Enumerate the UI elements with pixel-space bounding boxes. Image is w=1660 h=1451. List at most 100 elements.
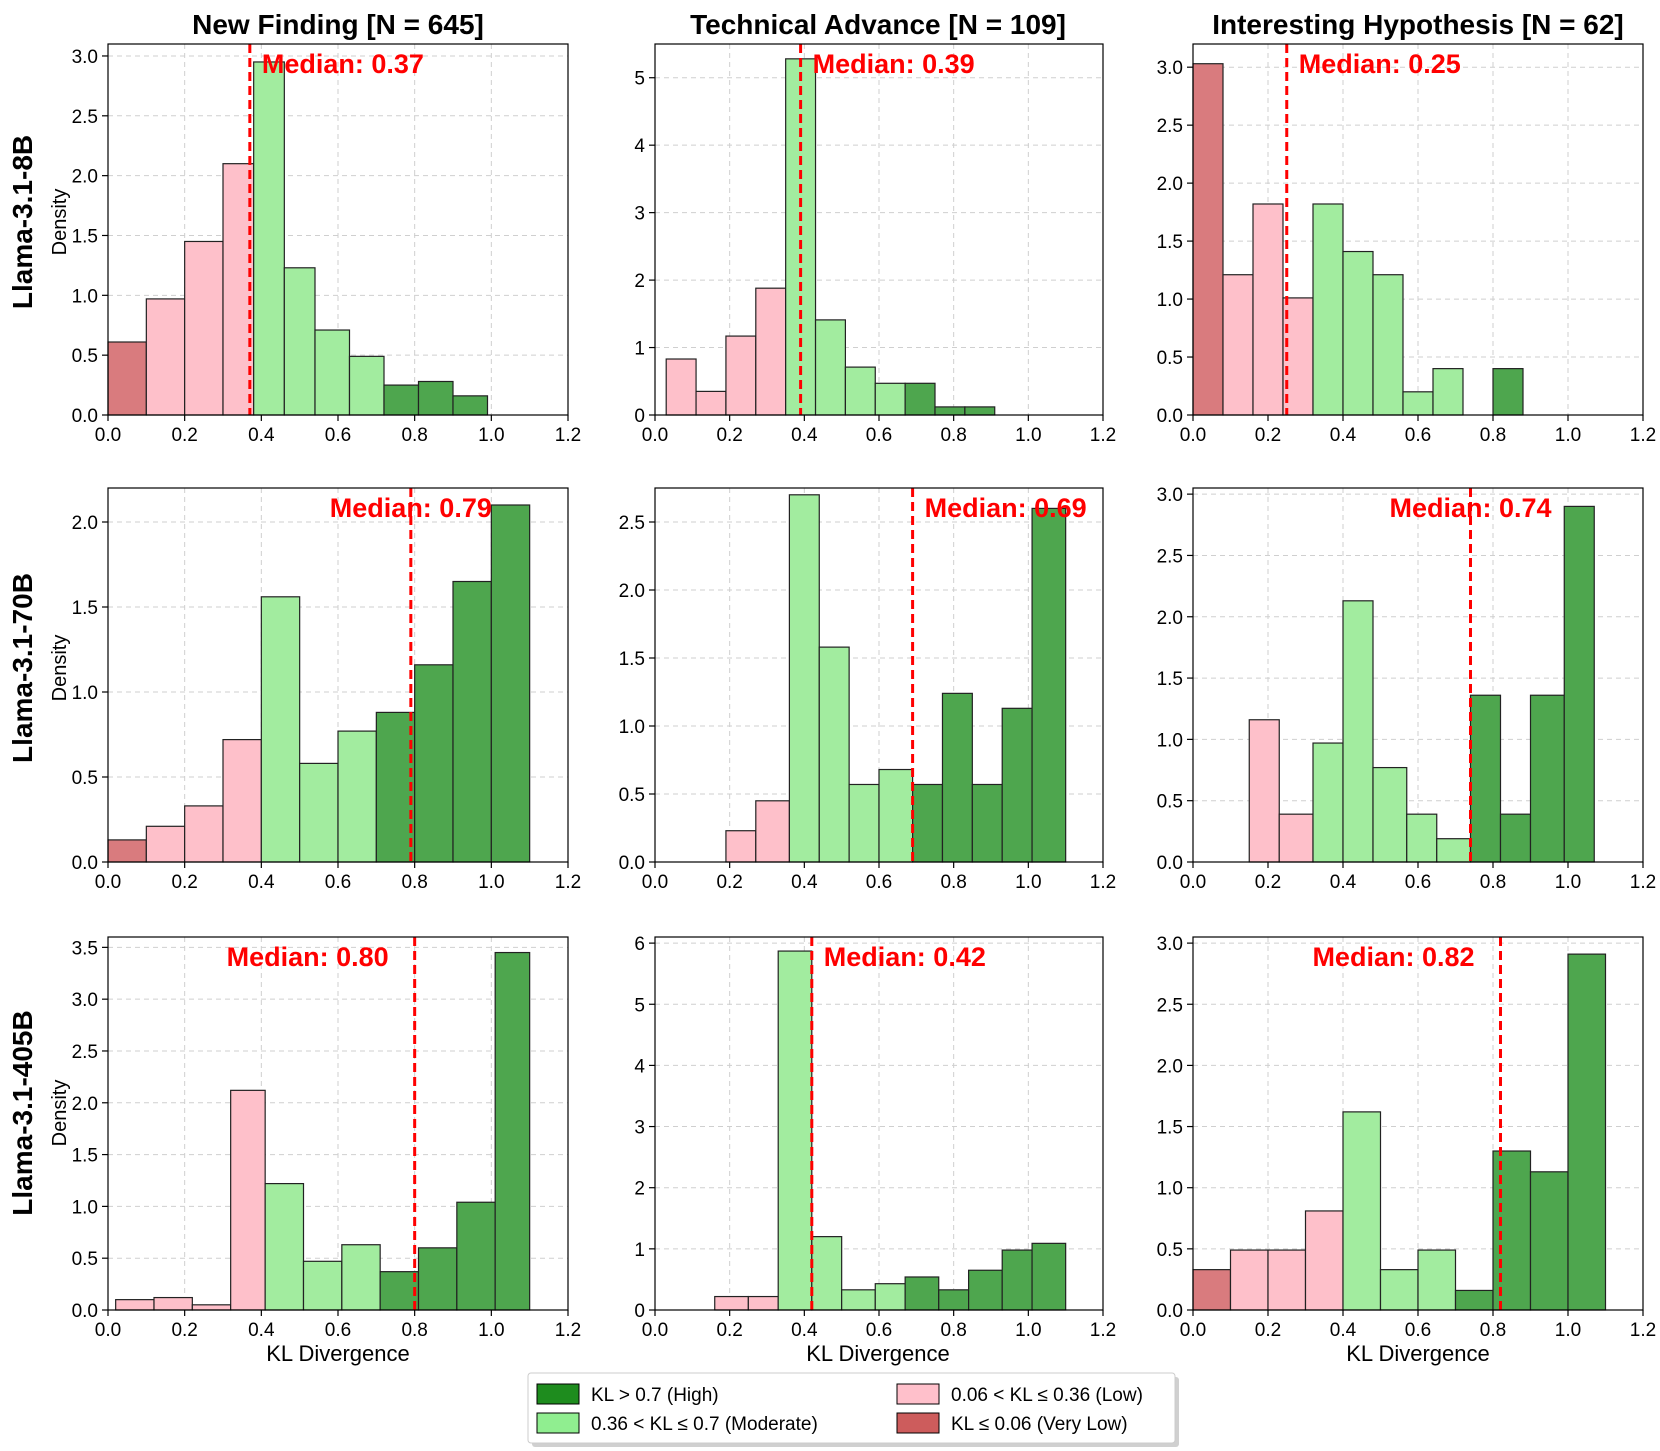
x-tick-label: 0.6	[866, 872, 892, 893]
y-tick-label: 3.0	[72, 990, 98, 1011]
histogram-bar-high	[379, 1271, 420, 1311]
histogram-bar-low	[695, 390, 727, 416]
y-axis-label-row3: Density	[49, 1080, 71, 1147]
histogram-bar-low	[725, 335, 757, 416]
histogram-bar-moderate	[341, 1244, 381, 1311]
histogram-bar-high	[490, 504, 531, 863]
x-axis-label-col3: KL Divergence	[1346, 1341, 1489, 1366]
histogram-bar-very-low	[107, 839, 147, 863]
histogram-bar-moderate	[848, 783, 880, 863]
x-tick-label: 1.2	[555, 425, 581, 446]
histogram-llama-70b-new-finding: Median: 0.79 0.0 0.2 0.4 0.6 0.8 1.0 1.2 0.0 0.5 1…	[72, 487, 581, 893]
x-tick-label: 0.4	[791, 872, 818, 893]
legend-label-low: 0.06 < KL ≤ 0.36 (Low)	[951, 1385, 1143, 1406]
x-tick-label: 0.6	[866, 1320, 892, 1341]
y-tick-label: 6	[634, 934, 645, 955]
histogram-bar-low	[1304, 1210, 1344, 1311]
x-tick-label: 0.2	[716, 872, 742, 893]
histogram-bar-low	[747, 1295, 779, 1311]
histogram-bar-moderate	[1342, 600, 1374, 863]
y-tick-label: 0.5	[1157, 792, 1183, 813]
x-tick-label: 0.0	[1180, 1320, 1206, 1341]
column-title-technical-advance: Technical Advance [N = 109]	[690, 9, 1066, 40]
histogram-bar-moderate	[283, 267, 316, 416]
legend-swatch-high	[536, 1383, 580, 1405]
histogram-bar-high	[375, 711, 416, 863]
y-tick-label: 0.0	[619, 853, 645, 874]
y-tick-label: 2.0	[1157, 1056, 1183, 1077]
y-tick-label: 0.5	[72, 1249, 98, 1270]
x-tick-label: 0.2	[171, 1320, 197, 1341]
x-tick-label: 0.0	[95, 872, 121, 893]
histogram-bar-high	[1529, 1171, 1569, 1311]
y-tick-label: 0.5	[619, 785, 645, 806]
histogram-bar-low	[1252, 203, 1284, 416]
x-tick-label: 0.8	[401, 425, 427, 446]
median-label: Median: 0.82	[1312, 942, 1474, 972]
y-tick-label: 0.0	[72, 406, 98, 427]
histogram-bar-moderate	[314, 329, 351, 416]
x-tick-label: 0.0	[1180, 425, 1206, 446]
histogram-bar-high	[1492, 1150, 1532, 1311]
y-tick-label: 1.5	[72, 598, 98, 619]
x-tick-label: 1.2	[555, 872, 581, 893]
y-axis-label-row2: Density	[49, 635, 71, 702]
x-tick-label: 0.6	[325, 1320, 351, 1341]
y-tick-label: 1.0	[1157, 290, 1183, 311]
histogram-bar-moderate	[1402, 391, 1434, 416]
y-tick-label: 2.5	[1157, 546, 1183, 567]
histogram-bar-high	[456, 1201, 496, 1311]
x-tick-label: 0.4	[248, 1320, 275, 1341]
histogram-bar-moderate	[811, 1236, 843, 1311]
histogram-bar-very-low	[1192, 1269, 1232, 1311]
histogram-bar-low	[1222, 274, 1254, 416]
column-title-new-finding: New Finding [N = 645]	[192, 9, 484, 40]
x-tick-label: 0.8	[940, 872, 966, 893]
histogram-bar-high	[1469, 694, 1502, 863]
histogram-bar-high	[1001, 707, 1033, 863]
x-tick-label: 1.0	[1555, 1320, 1581, 1341]
histogram-bar-moderate	[1312, 742, 1344, 863]
histogram-bar-high	[967, 1269, 1003, 1311]
y-tick-label: 0.0	[1157, 406, 1183, 427]
histogram-bar-moderate	[785, 58, 817, 416]
x-tick-label: 0.6	[325, 872, 351, 893]
x-tick-label: 0.8	[940, 425, 966, 446]
y-tick-label: 4	[634, 136, 645, 157]
histogram-bar-moderate	[874, 382, 906, 416]
y-tick-label: 2.0	[1157, 174, 1183, 195]
y-tick-label: 0.0	[72, 853, 98, 874]
histogram-bar-low	[755, 800, 790, 863]
histogram-bar-very-low	[1192, 63, 1224, 416]
histogram-bar-very-low	[107, 341, 147, 416]
histogram-bar-low	[184, 240, 224, 416]
y-tick-label: 0.5	[72, 768, 98, 789]
histogram-bar-high	[414, 664, 454, 863]
legend-frame	[527, 1372, 1176, 1444]
y-tick-label: 1.5	[1157, 1118, 1183, 1139]
x-tick-label: 0.8	[1480, 1320, 1506, 1341]
legend: KL > 0.7 (High) 0.36 < KL ≤ 0.7 (Moderat…	[527, 1372, 1179, 1447]
x-tick-label: 0.4	[1330, 872, 1357, 893]
y-tick-label: 2.0	[619, 581, 645, 602]
y-tick-label: 2.5	[619, 513, 645, 534]
x-tick-label: 1.2	[1090, 1320, 1116, 1341]
y-tick-label: 0	[634, 406, 645, 427]
median-label: Median: 0.42	[824, 942, 986, 972]
row-label-llama-8b: Llama-3.1-8B	[7, 135, 38, 309]
x-tick-label: 0.0	[1180, 872, 1206, 893]
histogram-bar-high	[417, 380, 454, 416]
histogram-bar-high	[904, 1276, 940, 1311]
y-tick-label: 3	[634, 204, 645, 225]
histogram-bar-moderate	[1372, 766, 1408, 863]
histogram-bar-high	[941, 692, 973, 863]
histogram-bar-moderate	[1312, 203, 1344, 416]
x-tick-label: 0.2	[716, 425, 742, 446]
histogram-bar-high	[964, 406, 996, 416]
histogram-bar-high	[494, 951, 531, 1311]
x-tick-label: 0.2	[1255, 425, 1281, 446]
x-tick-label: 0.2	[1255, 1320, 1281, 1341]
x-tick-label: 1.0	[478, 872, 504, 893]
histogram-bar-moderate	[818, 646, 850, 863]
histogram-bar-high	[1499, 813, 1532, 863]
